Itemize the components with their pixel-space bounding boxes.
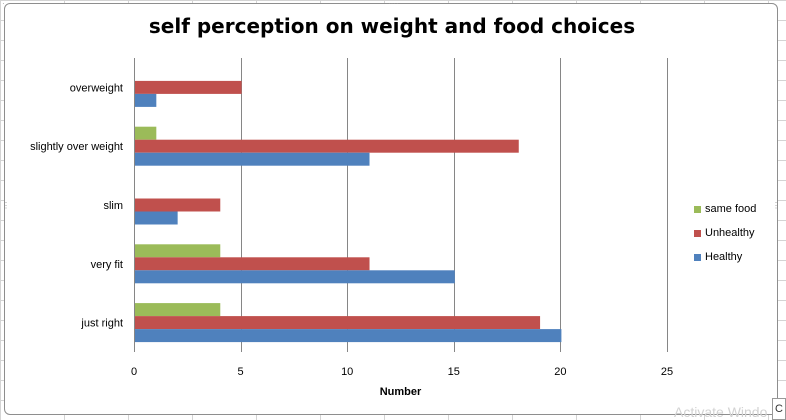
resize-handle-right[interactable]: ⋮ xyxy=(772,201,780,210)
bar-same-food-slightly-over-weight xyxy=(135,126,157,140)
x-tick-label: 5 xyxy=(238,366,244,378)
resize-handle-left[interactable]: ⋮ xyxy=(2,201,10,210)
bar-healthy-slightly-over-weight xyxy=(135,152,370,166)
x-tick-label: 10 xyxy=(341,366,353,378)
x-tick-label: 15 xyxy=(448,366,460,378)
legend-label: same food xyxy=(705,203,757,215)
legend-item[interactable]: same food xyxy=(694,197,756,221)
resize-handle-top[interactable]: ···· xyxy=(388,0,399,8)
chart-title: self perception on weight and food choic… xyxy=(148,14,636,38)
activate-windows-watermark: Activate Windo xyxy=(674,404,768,420)
chart-area[interactable]: ···· ⋮ ⋮ · · xyxy=(2,0,780,415)
bar-same-food-very-fit xyxy=(135,244,221,258)
category-label: very fit xyxy=(91,259,123,271)
chart-legend[interactable]: same food Unhealthy Healthy xyxy=(694,197,756,269)
category-label: slim xyxy=(103,200,123,212)
bar-unhealthy-slightly-over-weight xyxy=(135,139,519,153)
legend-swatch xyxy=(694,253,701,261)
category-label: slightly over weight xyxy=(30,141,123,153)
legend-swatch xyxy=(694,229,701,237)
bar-unhealthy-just-right xyxy=(135,316,541,330)
x-tick-label: 0 xyxy=(131,366,137,378)
bar-healthy-very-fit xyxy=(135,270,455,284)
legend-swatch xyxy=(694,205,701,213)
legend-item[interactable]: Healthy xyxy=(694,245,756,269)
bar-healthy-slim xyxy=(135,211,178,225)
x-tick-label: 25 xyxy=(661,366,673,378)
resize-handle-top-right[interactable]: · xyxy=(772,0,775,8)
x-axis-title: Number xyxy=(380,386,422,398)
category-label: overweight xyxy=(70,82,123,94)
category-label: just right xyxy=(80,318,123,330)
bar-unhealthy-slim xyxy=(135,198,221,212)
x-tick-label: 20 xyxy=(554,366,566,378)
bar-unhealthy-very-fit xyxy=(135,257,370,271)
bar-healthy-overweight xyxy=(135,93,157,107)
bar-healthy-just-right xyxy=(135,329,562,343)
bar-same-food-just-right xyxy=(135,303,221,317)
resize-handle-top-left[interactable]: · xyxy=(2,0,5,8)
legend-item[interactable]: Unhealthy xyxy=(694,221,756,245)
legend-label: Healthy xyxy=(705,251,743,263)
corner-popup-button[interactable]: C xyxy=(772,398,786,420)
legend-label: Unhealthy xyxy=(705,227,755,239)
bar-unhealthy-overweight xyxy=(135,80,242,94)
